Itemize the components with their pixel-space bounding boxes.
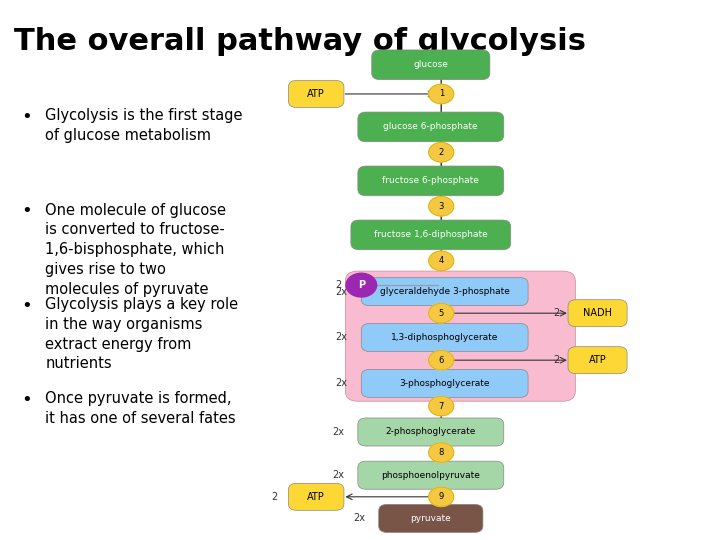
FancyBboxPatch shape — [361, 323, 528, 352]
Text: 3: 3 — [438, 202, 444, 211]
Text: 7: 7 — [438, 402, 444, 410]
Text: 5: 5 — [438, 309, 444, 318]
Circle shape — [428, 303, 454, 323]
Text: 2: 2 — [271, 492, 278, 502]
FancyBboxPatch shape — [568, 300, 627, 327]
Text: •: • — [21, 297, 32, 315]
FancyBboxPatch shape — [351, 220, 510, 249]
Text: 1: 1 — [438, 90, 444, 98]
Circle shape — [428, 443, 454, 462]
Text: fructose 1,6-diphosphate: fructose 1,6-diphosphate — [374, 231, 487, 239]
FancyBboxPatch shape — [358, 166, 504, 195]
FancyBboxPatch shape — [568, 347, 627, 374]
Text: fructose 6-phosphate: fructose 6-phosphate — [382, 177, 480, 185]
FancyBboxPatch shape — [372, 50, 490, 79]
Circle shape — [428, 251, 454, 271]
Text: 2: 2 — [336, 280, 342, 290]
Text: glyceraldehyde 3-phosphate: glyceraldehyde 3-phosphate — [379, 287, 510, 296]
Text: 2x: 2x — [332, 470, 344, 480]
FancyBboxPatch shape — [288, 80, 344, 107]
Text: 1,3-diphosphoglycerate: 1,3-diphosphoglycerate — [391, 333, 498, 342]
Text: Once pyruvate is formed,
it has one of several fates: Once pyruvate is formed, it has one of s… — [45, 392, 235, 426]
Text: ATP: ATP — [589, 355, 606, 365]
Text: 4: 4 — [438, 256, 444, 265]
Text: pyruvate: pyruvate — [410, 514, 451, 523]
FancyBboxPatch shape — [358, 418, 504, 446]
Text: •: • — [21, 392, 32, 409]
Text: glucose: glucose — [413, 60, 449, 69]
Text: 3-phosphoglycerate: 3-phosphoglycerate — [400, 379, 490, 388]
Text: •: • — [21, 108, 32, 126]
Text: NADH: NADH — [583, 308, 612, 318]
FancyBboxPatch shape — [358, 461, 504, 489]
Text: 2: 2 — [553, 308, 559, 318]
Text: The overall pathway of glycolysis: The overall pathway of glycolysis — [14, 27, 586, 56]
Text: •: • — [21, 202, 32, 220]
Text: 8: 8 — [438, 448, 444, 457]
Circle shape — [428, 350, 454, 370]
Circle shape — [428, 396, 454, 416]
Circle shape — [428, 197, 454, 216]
Circle shape — [428, 84, 454, 104]
Text: 6: 6 — [438, 356, 444, 364]
Text: phosphoenolpyruvate: phosphoenolpyruvate — [382, 471, 480, 480]
Text: glucose 6-phosphate: glucose 6-phosphate — [384, 123, 478, 131]
Text: Glycolysis plays a key role
in the way organisms
extract energy from
nutrients: Glycolysis plays a key role in the way o… — [45, 297, 238, 372]
Text: Glycolysis is the first stage
of glucose metabolism: Glycolysis is the first stage of glucose… — [45, 108, 243, 143]
FancyBboxPatch shape — [358, 112, 504, 141]
Circle shape — [428, 487, 454, 507]
Text: 2x: 2x — [353, 514, 365, 523]
FancyBboxPatch shape — [346, 271, 575, 401]
FancyBboxPatch shape — [288, 483, 344, 510]
FancyBboxPatch shape — [361, 278, 528, 306]
Text: ATP: ATP — [307, 492, 325, 502]
Circle shape — [346, 273, 377, 297]
Text: ATP: ATP — [307, 89, 325, 99]
Text: 2: 2 — [438, 148, 444, 157]
Text: P: P — [358, 280, 365, 290]
Text: 2x: 2x — [336, 379, 348, 388]
Text: 9: 9 — [438, 492, 444, 501]
Text: 2x: 2x — [336, 287, 348, 296]
Text: 2x: 2x — [332, 427, 344, 437]
FancyBboxPatch shape — [361, 369, 528, 397]
Circle shape — [428, 143, 454, 162]
FancyBboxPatch shape — [379, 504, 483, 532]
Text: 2x: 2x — [336, 333, 348, 342]
Text: 2: 2 — [553, 355, 559, 365]
Text: 2-phosphoglycerate: 2-phosphoglycerate — [386, 428, 476, 436]
Text: One molecule of glucose
is converted to fructose-
1,6-bisphosphate, which
gives : One molecule of glucose is converted to … — [45, 202, 226, 296]
